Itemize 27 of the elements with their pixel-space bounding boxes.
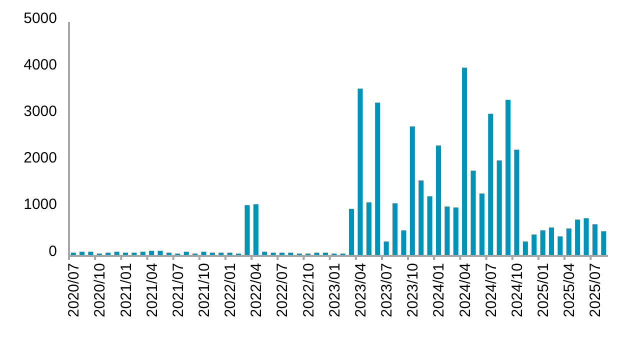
y-tick-label: 4000	[24, 56, 57, 74]
x-tick-label: 2023/04	[352, 263, 370, 318]
x-tick-label: 2024/10	[508, 263, 526, 318]
y-tick-label: 0	[48, 242, 57, 260]
x-tick-label: 2022/10	[300, 263, 318, 318]
x-tick-label: 2020/10	[92, 263, 109, 318]
y-tick-label: 3000	[24, 102, 57, 120]
x-tick-label: 2025/01	[535, 263, 552, 318]
x-tick-label: 2021/07	[170, 263, 187, 318]
x-tick-label: 2021/10	[196, 263, 213, 318]
x-tick-label: 2025/07	[587, 263, 604, 318]
x-tick-label: 2024/01	[430, 263, 448, 318]
y-tick-label: 2000	[24, 150, 57, 167]
x-tick-label: 2022/01	[222, 263, 240, 318]
x-tick-label: 2023/10	[404, 263, 422, 318]
x-tick-label: 2021/04	[144, 263, 161, 318]
x-tick-label: 2021/01	[118, 263, 135, 318]
x-tick-label: 2022/04	[248, 263, 266, 318]
x-tick-label: 2024/07	[482, 263, 500, 318]
y-tick-label: 1000	[24, 196, 57, 214]
y-tick-label: 5000	[24, 10, 57, 27]
x-tick-label: 2022/07	[274, 263, 292, 318]
x-tick-label: 2023/01	[326, 263, 344, 318]
x-tick-label: 2025/04	[561, 263, 578, 318]
x-tick-label: 2020/07	[66, 263, 83, 318]
x-tick-label: 2024/04	[456, 263, 474, 318]
x-tick-label: 2023/07	[378, 263, 396, 318]
